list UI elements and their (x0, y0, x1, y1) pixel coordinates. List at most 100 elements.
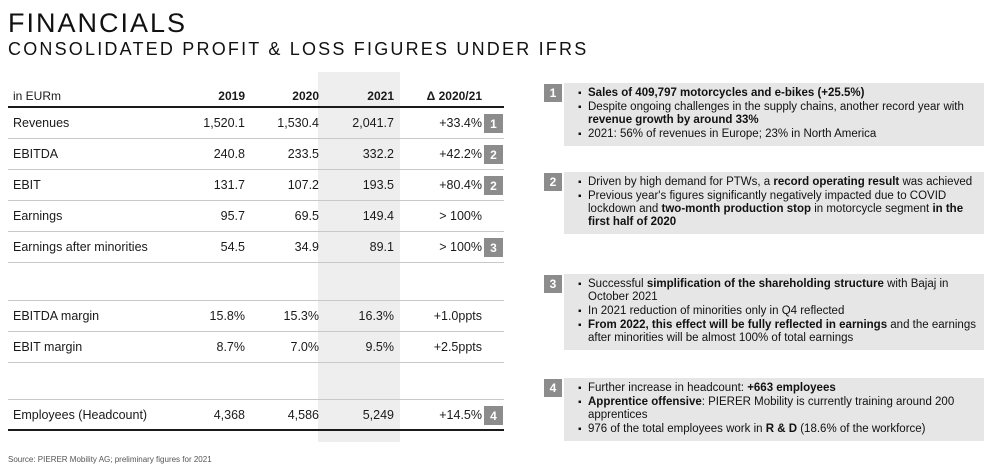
bullet-item: Sales of 409,797 motorcycles and e-bikes… (578, 87, 976, 100)
bullet-item: Apprentice offensive: PIERER Mobility is… (578, 396, 976, 422)
highlight-column-2021 (318, 72, 400, 442)
bullet-list: Successful simplification of the shareho… (578, 278, 976, 345)
cell-2021: 332.2 (362, 147, 394, 161)
row-label: Employees (Headcount) (13, 407, 148, 422)
row-label: EBITDA margin (13, 309, 100, 323)
table-row-earnings: Earnings 95.7 69.5 149.4 > 100% (8, 201, 504, 232)
cell-2020: 233.5 (287, 147, 319, 161)
text: Further increase in headcount: (588, 382, 748, 394)
text: Despite ongoing challenges in the supply… (588, 101, 964, 113)
bold-text: +663 employees (747, 382, 836, 394)
text: Driven by high demand for PTWs, a (588, 176, 774, 188)
text: Successful (588, 278, 647, 290)
bullet-item: 976 of the total employees work in R & D… (578, 423, 976, 436)
header-2019: 2019 (218, 89, 245, 103)
text: 2021: 56% of revenues in Europe; 23% in … (588, 128, 877, 140)
source-note: Source: PIERER Mobility AG; preliminary … (8, 455, 212, 464)
cell-2021: 149.4 (362, 209, 394, 223)
cell-2019: 15.8% (209, 309, 245, 323)
text: Previous year's figures significantly ne… (588, 190, 947, 215)
row-label: EBIT margin (13, 340, 83, 354)
cell-2019: 54.5 (220, 240, 245, 254)
panel-number-badge: 4 (544, 379, 562, 397)
cell-2019: 95.7 (220, 209, 245, 223)
bullet-list: Further increase in headcount: +663 empl… (578, 382, 976, 436)
cell-delta: +1.0ppts (433, 309, 482, 323)
text: 976 of the total employees work in (588, 423, 766, 435)
cell-delta: +33.4% (439, 116, 482, 130)
note-badge: 1 (484, 114, 503, 133)
panel-number-badge: 1 (544, 84, 562, 102)
bold-text: two-month production stop (661, 203, 811, 215)
cell-delta: +42.2% (439, 147, 482, 161)
table-spacer (8, 263, 504, 301)
table-header-row: in EURm 2019 2020 2021 Δ 2020/21 (8, 86, 504, 108)
cell-delta: +2.5ppts (433, 340, 482, 354)
cell-2020: 4,586 (287, 407, 319, 422)
bullet-item: In 2021 reduction of minorities only in … (578, 305, 976, 318)
page-subtitle: CONSOLIDATED PROFIT & LOSS FIGURES UNDER… (8, 39, 589, 59)
table-row-ebitda-margin: EBITDA margin 15.8% 15.3% 16.3% +1.0ppts (8, 301, 504, 332)
bullet-item: Further increase in headcount: +663 empl… (578, 382, 976, 395)
table-row-ebitda: EBITDA 240.8 233.5 332.2 +42.2% 2 (8, 139, 504, 170)
cell-delta: +14.5% (439, 407, 482, 422)
header-unit: in EURm (13, 89, 62, 103)
bullet-item: 2021: 56% of revenues in Europe; 23% in … (578, 128, 976, 141)
bold-text: Sales of 409,797 motorcycles and e-bikes… (588, 87, 865, 99)
note-panel-headcount: 4 Further increase in headcount: +663 emp… (544, 378, 984, 441)
table-row-employees: Employees (Headcount) 4,368 4,586 5,249 … (8, 400, 504, 431)
table-row-ebit: EBIT 131.7 107.2 193.5 +80.4% 2 (8, 170, 504, 201)
bullet-list: Driven by high demand for PTWs, a record… (578, 176, 976, 229)
row-label: EBITDA (13, 147, 59, 161)
bullet-item: Driven by high demand for PTWs, a record… (578, 176, 976, 189)
table-spacer (8, 363, 504, 400)
header-2020: 2020 (292, 89, 319, 103)
header-delta: Δ 2020/21 (426, 89, 482, 103)
cell-2020: 15.3% (283, 309, 319, 323)
cell-2019: 240.8 (213, 147, 245, 161)
page-title: FINANCIALS (8, 8, 188, 38)
bullet-item: Despite ongoing challenges in the supply… (578, 101, 976, 127)
note-panel-operating-result: 2 Driven by high demand for PTWs, a recor… (544, 172, 984, 234)
cell-2020: 69.5 (294, 209, 319, 223)
cell-delta: > 100% (439, 240, 482, 254)
table-row-earnings-after-minorities: Earnings after minorities 54.5 34.9 89.1… (8, 232, 504, 263)
bold-text: record operating result (773, 176, 900, 188)
panel-number-badge: 2 (544, 173, 562, 191)
note-panel-shareholding: 3 Successful simplification of the shareh… (544, 274, 984, 350)
cell-2021: 2,041.7 (352, 116, 394, 130)
cell-2020: 107.2 (287, 178, 319, 192)
cell-2021: 193.5 (362, 178, 394, 192)
financials-table: in EURm 2019 2020 2021 Δ 2020/21 Revenue… (8, 86, 504, 431)
bullet-item: Previous year's figures significantly ne… (578, 190, 976, 229)
cell-2019: 131.7 (213, 178, 245, 192)
row-label: EBIT (13, 178, 41, 192)
note-badge: 3 (484, 238, 503, 257)
cell-2021: 5,249 (362, 407, 394, 422)
cell-2019: 1,520.1 (203, 116, 245, 130)
cell-2020: 34.9 (294, 240, 319, 254)
bullet-item: From 2022, this effect will be fully ref… (578, 319, 976, 345)
cell-2019: 4,368 (213, 407, 245, 422)
cell-2019: 8.7% (216, 340, 246, 354)
bullet-list: Sales of 409,797 motorcycles and e-bikes… (578, 87, 976, 141)
bold-text: Apprentice offensive (588, 396, 702, 408)
row-label: Revenues (13, 116, 70, 130)
header-2021: 2021 (367, 89, 394, 103)
note-badge: 2 (484, 145, 503, 164)
bold-text: R & D (765, 423, 798, 435)
row-label: Earnings (13, 209, 63, 223)
text: : PIERER Mobility is currently training … (588, 396, 955, 421)
cell-2020: 1,530.4 (277, 116, 319, 130)
cell-2021: 16.3% (358, 309, 394, 323)
panel-number-badge: 3 (544, 275, 562, 293)
cell-2020: 7.0% (290, 340, 320, 354)
text: in motorcycle segment (811, 203, 933, 215)
cell-delta: +80.4% (439, 178, 482, 192)
text: with Bajaj in October 2021 (588, 278, 949, 303)
note-badge: 2 (484, 176, 503, 195)
note-panel-revenues: 1 Sales of 409,797 motorcycles and e-bike… (544, 83, 984, 146)
bold-text: in the first half of 2020 (588, 203, 964, 228)
note-badge: 4 (484, 406, 503, 425)
cell-2021: 89.1 (369, 240, 394, 254)
